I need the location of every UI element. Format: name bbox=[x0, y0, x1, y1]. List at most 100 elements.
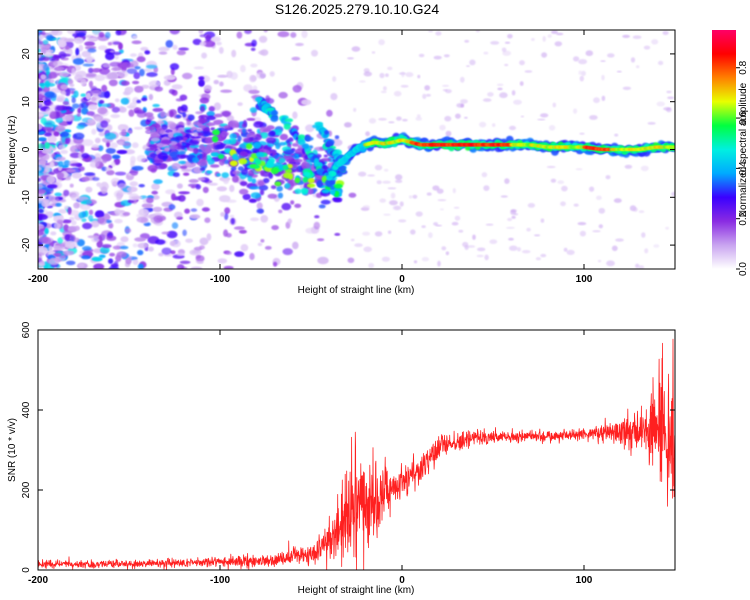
spectrogram-cell bbox=[80, 97, 89, 104]
spectrogram-cell bbox=[483, 185, 490, 192]
spectrogram-cell bbox=[337, 172, 343, 177]
spectrogram-cell bbox=[451, 221, 459, 226]
spectrogram-cell bbox=[601, 74, 605, 81]
spectrogram-cell bbox=[242, 193, 251, 200]
spectrogram-cell bbox=[73, 37, 84, 44]
spectrogram-cell bbox=[239, 151, 249, 157]
spectrogram-cell bbox=[45, 162, 50, 166]
spectrogram-cell bbox=[363, 71, 372, 77]
spectrogram-cell bbox=[611, 245, 618, 252]
spectrogram-cell bbox=[592, 230, 601, 233]
spectrogram-cell bbox=[234, 251, 245, 257]
spectrogram-cell bbox=[51, 153, 56, 158]
spectrogram-cell bbox=[250, 75, 257, 81]
spectrogram-cell bbox=[322, 133, 328, 138]
spectrogram-cell bbox=[208, 182, 218, 186]
spectrogram-cell bbox=[402, 118, 408, 122]
spectrogram-cell bbox=[613, 198, 622, 203]
spectrogram-cell bbox=[259, 126, 269, 133]
spectrogram-cell bbox=[339, 165, 346, 173]
spectrogram-cell bbox=[214, 113, 223, 118]
spectrogram-x-label: Height of straight line (km) bbox=[298, 285, 415, 296]
spectrogram-cell bbox=[60, 131, 70, 138]
spectrogram-cell bbox=[45, 83, 56, 87]
spectrogram-cell bbox=[60, 149, 69, 154]
spectrogram-cell bbox=[124, 228, 132, 234]
spectrogram-cell bbox=[266, 160, 274, 167]
spectrogram-cell bbox=[585, 50, 594, 57]
spectrogram-cell bbox=[330, 171, 337, 177]
spectrogram-cell bbox=[165, 158, 173, 162]
spectrogram-cell bbox=[378, 39, 385, 46]
spectrogram-cell bbox=[344, 122, 352, 128]
spectrogram-cell bbox=[258, 184, 269, 191]
spectrogram-cell bbox=[200, 167, 206, 171]
y-tick-label: 0 bbox=[21, 146, 32, 152]
spectrogram-cell bbox=[359, 80, 366, 83]
spectrogram-cell bbox=[641, 232, 646, 238]
spectrogram-cell bbox=[48, 257, 60, 266]
spectrogram-cell bbox=[133, 72, 141, 80]
spectrogram-cell bbox=[134, 109, 146, 114]
spectrogram-cell bbox=[362, 205, 370, 209]
spectrogram-cell bbox=[350, 238, 355, 242]
spectrogram-cell bbox=[67, 30, 76, 35]
spectrogram-cell bbox=[187, 114, 195, 121]
spectrogram-cell bbox=[199, 97, 210, 104]
spectrogram-cell bbox=[81, 50, 92, 58]
spectrogram-cell bbox=[190, 208, 198, 212]
spectrogram-cell bbox=[78, 211, 85, 219]
spectrogram-cell bbox=[236, 31, 243, 39]
spectrogram-cell bbox=[253, 121, 264, 128]
spectrogram-cell bbox=[216, 144, 225, 150]
spectrogram-cell bbox=[150, 132, 160, 140]
spectrogram-cell bbox=[212, 135, 219, 143]
spectrogram-cell bbox=[442, 84, 450, 87]
x-tick-label: 0 bbox=[399, 575, 405, 586]
spectrogram-cell bbox=[98, 254, 106, 259]
colorbar-tick-label: 0.6 bbox=[738, 111, 749, 125]
spectrogram-cell bbox=[80, 78, 87, 87]
spectrogram-cell bbox=[287, 164, 293, 169]
spectrogram-cell bbox=[64, 45, 70, 50]
spectrogram-cell bbox=[550, 178, 557, 183]
spectrogram-cell bbox=[190, 266, 203, 269]
spectrogram-cell bbox=[65, 168, 76, 173]
spectrogram-cell bbox=[201, 52, 208, 59]
spectrogram-cell bbox=[252, 85, 258, 91]
spectrogram-cell bbox=[484, 254, 489, 261]
spectrogram-cell bbox=[264, 246, 272, 250]
spectrogram-cell bbox=[198, 79, 205, 87]
spectrogram-cell bbox=[557, 180, 565, 185]
spectrogram-cell bbox=[290, 32, 297, 38]
spectrogram-cell bbox=[197, 132, 203, 136]
spectrogram-cell bbox=[223, 125, 232, 130]
colorbar-fill bbox=[712, 30, 736, 269]
spectrogram-cell bbox=[192, 250, 200, 254]
spectrogram-cell bbox=[38, 83, 47, 87]
spectrogram-cell bbox=[73, 237, 80, 243]
spectrogram-cell bbox=[210, 127, 215, 131]
snr-series-line bbox=[38, 338, 675, 570]
spectrogram-cell bbox=[175, 135, 184, 141]
spectrogram-cell bbox=[541, 52, 548, 58]
spectrogram-cell bbox=[121, 129, 127, 137]
spectrogram-cell bbox=[67, 79, 74, 85]
spectrogram-cell bbox=[38, 184, 43, 188]
spectrogram-cell bbox=[286, 158, 295, 164]
spectrogram-y-label: Frequency (Hz) bbox=[7, 116, 18, 185]
spectrogram-cell bbox=[295, 42, 304, 47]
spectrogram-cell bbox=[224, 207, 231, 215]
spectrogram-cell bbox=[111, 67, 118, 71]
spectrogram-cell bbox=[417, 74, 421, 79]
spectrogram-cell bbox=[245, 143, 253, 150]
spectrogram-cell bbox=[176, 253, 185, 256]
y-tick-label: -20 bbox=[21, 237, 32, 252]
spectrogram-cell bbox=[445, 89, 452, 94]
spectrogram-cell bbox=[38, 189, 46, 195]
spectrogram-cell bbox=[511, 215, 516, 219]
spectrogram-cell bbox=[441, 246, 447, 251]
spectrogram-cell bbox=[38, 40, 45, 45]
spectrogram-cell bbox=[638, 210, 645, 214]
spectrogram-cell bbox=[38, 137, 47, 141]
